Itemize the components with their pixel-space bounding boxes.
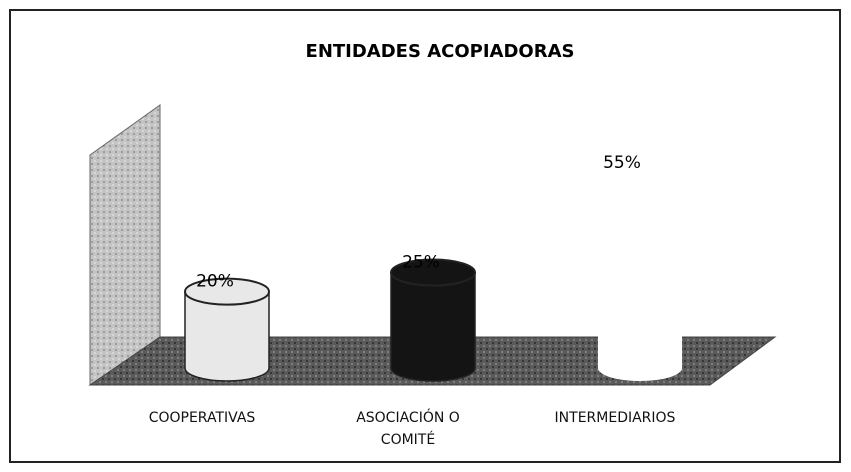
- chart-title: ENTIDADES ACOPIADORAS: [306, 41, 575, 62]
- cylinder-top: [390, 258, 476, 287]
- cylinder-top: [184, 277, 270, 306]
- x-tick-label: ASOCIACIÓN O COMITÉ: [356, 410, 460, 448]
- data-label: 55%: [603, 153, 641, 173]
- data-label: 25%: [402, 253, 440, 273]
- cylinder: [598, 158, 682, 381]
- back-wall: [89, 104, 161, 386]
- cylinder: [390, 272, 476, 382]
- data-label: 20%: [196, 272, 234, 292]
- x-tick-label: INTERMEDIARIOS: [554, 410, 676, 426]
- cylinder-top: [598, 145, 682, 171]
- x-tick-label: COOPERATIVAS: [148, 410, 256, 426]
